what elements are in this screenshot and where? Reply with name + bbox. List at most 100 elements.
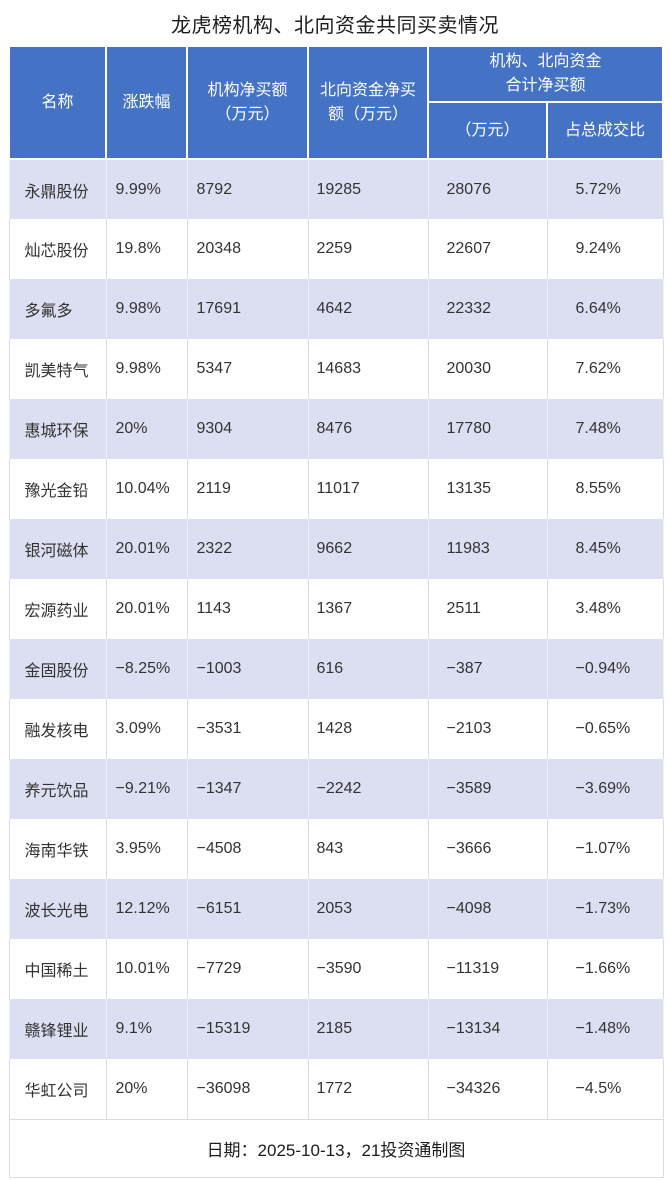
column-header-north-net-buy: 北向资金净买 额（万元） <box>307 45 429 160</box>
cell-turnover-ratio: 7.62% <box>546 339 664 399</box>
cell-inst-net-buy: −36098 <box>186 1059 309 1119</box>
cell-turnover-ratio: −3.69% <box>546 759 664 819</box>
cell-change: 9.98% <box>105 339 188 399</box>
cell-total-net-buy: −4098 <box>427 879 548 939</box>
cell-change: 3.95% <box>105 819 188 879</box>
cell-total-net-buy: 22607 <box>427 219 548 279</box>
cell-change: 20% <box>105 399 188 459</box>
table-row: 波长光电 12.12% −6151 2053 −4098 −1.73% <box>8 879 664 939</box>
cell-north-net-buy: 11017 <box>307 459 429 519</box>
cell-turnover-ratio: −1.73% <box>546 879 664 939</box>
column-header-combined-group: 机构、北向资金 合计净买额 <box>426 45 665 103</box>
cell-north-net-buy: 2053 <box>307 879 429 939</box>
table-row: 中国稀土 10.01% −7729 −3590 −11319 −1.66% <box>8 939 664 999</box>
cell-turnover-ratio: −4.5% <box>546 1059 664 1119</box>
cell-inst-net-buy: 5347 <box>186 339 309 399</box>
cell-turnover-ratio: 3.48% <box>546 579 664 639</box>
cell-name: 永鼎股份 <box>8 159 107 219</box>
cell-name: 灿芯股份 <box>8 219 107 279</box>
cell-turnover-ratio: 8.55% <box>546 459 664 519</box>
cell-inst-net-buy: −1003 <box>186 639 309 699</box>
cell-name: 养元饮品 <box>8 759 107 819</box>
cell-north-net-buy: 14683 <box>307 339 429 399</box>
cell-name: 惠城环保 <box>8 399 107 459</box>
cell-inst-net-buy: 8792 <box>186 159 309 219</box>
cell-name: 金固股份 <box>8 639 107 699</box>
cell-inst-net-buy: −15319 <box>186 999 309 1059</box>
cell-inst-net-buy: −3531 <box>186 699 309 759</box>
table-row: 豫光金铅 10.04% 2119 11017 13135 8.55% <box>8 459 664 519</box>
table-row: 养元饮品 −9.21% −1347 −2242 −3589 −3.69% <box>8 759 664 819</box>
cell-inst-net-buy: 20348 <box>186 219 309 279</box>
table-footer-note: 日期：2025-10-13，21投资通制图 <box>8 1118 664 1178</box>
page-title: 龙虎榜机构、北向资金共同买卖情况 <box>171 15 499 37</box>
cell-north-net-buy: 9662 <box>307 519 429 579</box>
cell-total-net-buy: 20030 <box>427 339 548 399</box>
table-footer: 日期：2025-10-13，21投资通制图 <box>8 1118 664 1178</box>
cell-name: 赣锋锂业 <box>8 999 107 1059</box>
cell-name: 波长光电 <box>8 879 107 939</box>
cell-change: 9.99% <box>105 159 188 219</box>
cell-change: −8.25% <box>105 639 188 699</box>
table-row: 永鼎股份 9.99% 8792 19285 28076 5.72% <box>8 159 664 219</box>
cell-north-net-buy: 2185 <box>307 999 429 1059</box>
cell-inst-net-buy: 2322 <box>186 519 309 579</box>
cell-inst-net-buy: 9304 <box>186 399 309 459</box>
cell-inst-net-buy: −1347 <box>186 759 309 819</box>
cell-turnover-ratio: −1.48% <box>546 999 664 1059</box>
cell-north-net-buy: 1772 <box>307 1059 429 1119</box>
cell-turnover-ratio: −0.94% <box>546 639 664 699</box>
cell-north-net-buy: 1367 <box>307 579 429 639</box>
cell-change: 20.01% <box>105 519 188 579</box>
cell-north-net-buy: 1428 <box>307 699 429 759</box>
cell-north-net-buy: −2242 <box>307 759 429 819</box>
table-row: 灿芯股份 19.8% 20348 2259 22607 9.24% <box>8 219 664 279</box>
table-header: 名称 涨跌幅 机构净买额 （万元） 北向资金净买 额（万元） 机构、北向资金 合… <box>8 45 665 160</box>
table-body: 永鼎股份 9.99% 8792 19285 28076 5.72% 灿芯股份 1… <box>8 159 664 1119</box>
column-header-inst-net-buy: 机构净买额 （万元） <box>186 45 309 160</box>
cell-inst-net-buy: 2119 <box>186 459 309 519</box>
table-row: 惠城环保 20% 9304 8476 17780 7.48% <box>8 399 664 459</box>
cell-total-net-buy: 11983 <box>427 519 548 579</box>
cell-change: 19.8% <box>105 219 188 279</box>
cell-change: 20% <box>105 1059 188 1119</box>
column-header-turnover-ratio: 占总成交比 <box>545 101 665 160</box>
cell-inst-net-buy: 1143 <box>186 579 309 639</box>
cell-north-net-buy: 19285 <box>307 159 429 219</box>
cell-name: 多氟多 <box>8 279 107 339</box>
cell-total-net-buy: −34326 <box>427 1059 548 1119</box>
cell-total-net-buy: 17780 <box>427 399 548 459</box>
cell-turnover-ratio: −1.66% <box>546 939 664 999</box>
cell-total-net-buy: −2103 <box>427 699 548 759</box>
table-row: 华虹公司 20% −36098 1772 −34326 −4.5% <box>8 1059 664 1119</box>
column-header-name: 名称 <box>8 45 107 160</box>
cell-inst-net-buy: −6151 <box>186 879 309 939</box>
cell-north-net-buy: 843 <box>307 819 429 879</box>
table-row: 银河磁体 20.01% 2322 9662 11983 8.45% <box>8 519 664 579</box>
cell-name: 海南华铁 <box>8 819 107 879</box>
cell-north-net-buy: −3590 <box>307 939 429 999</box>
cell-name: 融发核电 <box>8 699 107 759</box>
cell-name: 中国稀土 <box>8 939 107 999</box>
cell-turnover-ratio: 8.45% <box>546 519 664 579</box>
cell-name: 华虹公司 <box>8 1059 107 1119</box>
cell-total-net-buy: 22332 <box>427 279 548 339</box>
cell-north-net-buy: 616 <box>307 639 429 699</box>
cell-total-net-buy: −3666 <box>427 819 548 879</box>
cell-turnover-ratio: 9.24% <box>546 219 664 279</box>
column-header-combined-amount: （万元） <box>427 101 548 160</box>
cell-name: 豫光金铅 <box>8 459 107 519</box>
cell-turnover-ratio: −0.65% <box>546 699 664 759</box>
cell-name: 宏源药业 <box>8 579 107 639</box>
cell-turnover-ratio: 7.48% <box>546 399 664 459</box>
cell-change: 9.98% <box>105 279 188 339</box>
cell-north-net-buy: 2259 <box>307 219 429 279</box>
footer-row: 日期：2025-10-13，21投资通制图 <box>8 1118 664 1178</box>
cell-inst-net-buy: 17691 <box>186 279 309 339</box>
cell-total-net-buy: 13135 <box>427 459 548 519</box>
cell-inst-net-buy: −4508 <box>186 819 309 879</box>
cell-total-net-buy: 28076 <box>427 159 548 219</box>
cell-total-net-buy: 2511 <box>427 579 548 639</box>
cell-change: 3.09% <box>105 699 188 759</box>
cell-north-net-buy: 4642 <box>307 279 429 339</box>
